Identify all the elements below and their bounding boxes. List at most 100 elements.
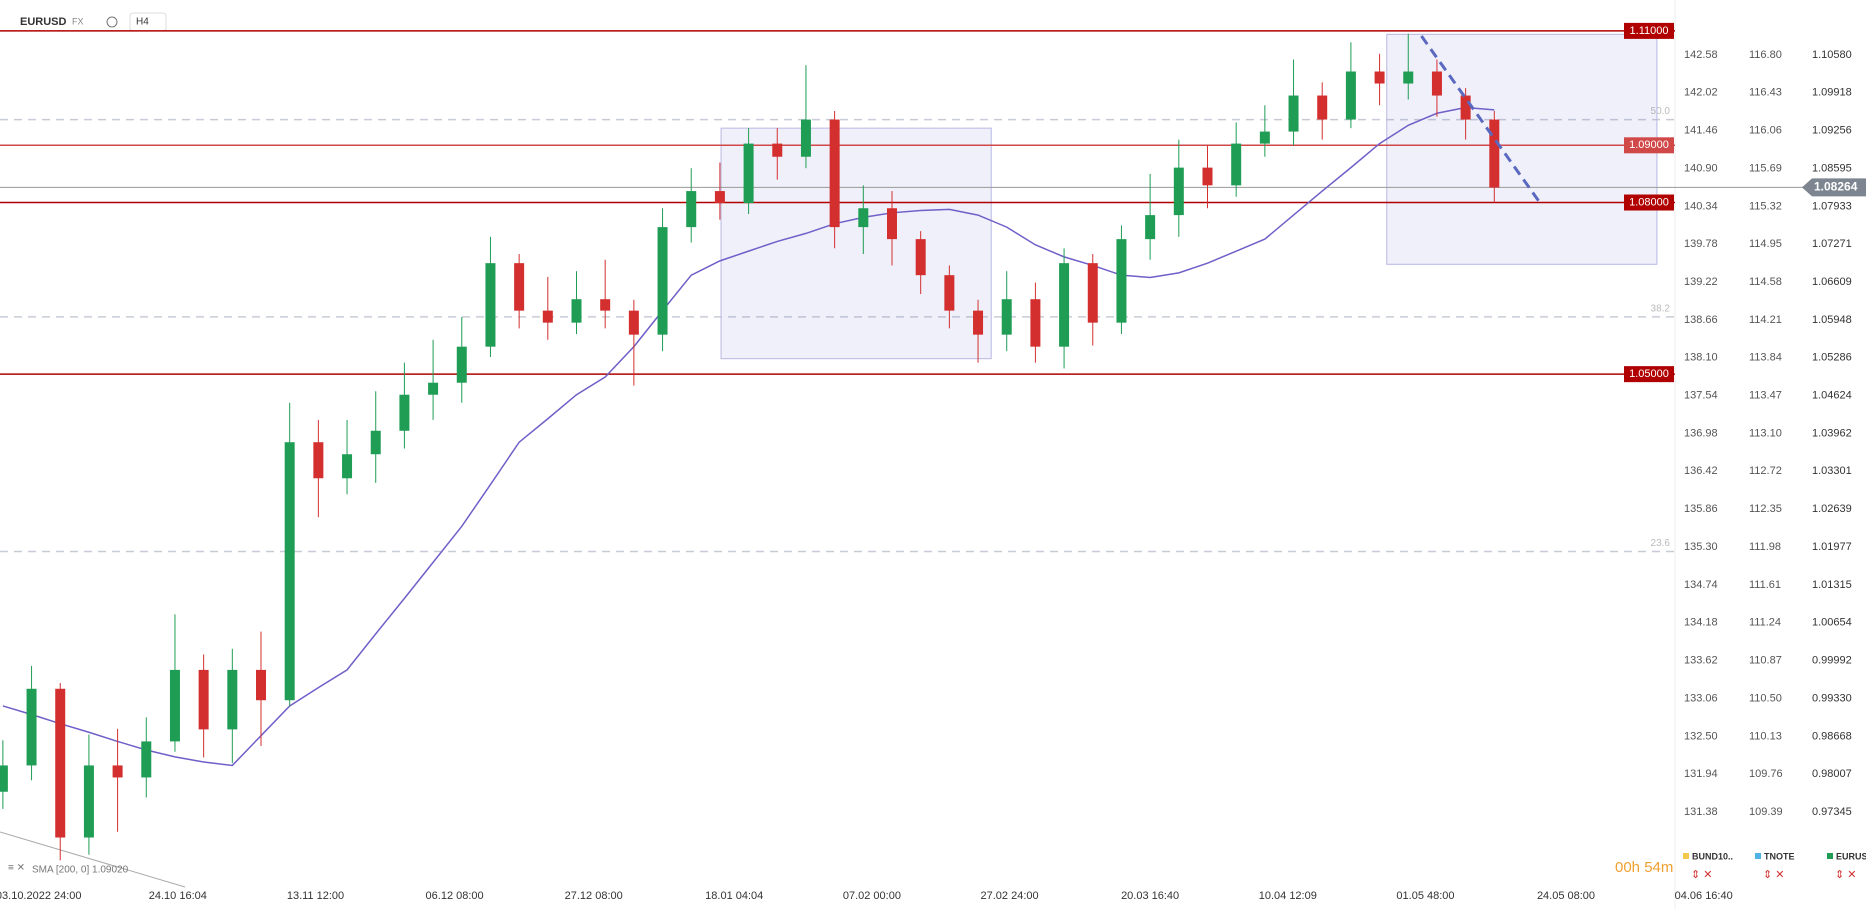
fib-label: 23.6 [1651, 538, 1671, 549]
x-tick-label: 06.12 08:00 [426, 890, 484, 902]
candle-body [1145, 215, 1156, 240]
y-tick-label: 1.01315 [1812, 579, 1852, 591]
candle-body [370, 430, 381, 455]
legend-controls: ⇕ ✕ [1835, 869, 1857, 881]
other-scale-label: 138.10 [1684, 352, 1718, 364]
timeframe[interactable]: H4 [136, 17, 149, 28]
sma-legend: SMA [200, 0] 1.09020 [32, 865, 129, 876]
candle-body [1231, 143, 1242, 186]
y-tick-label: 0.99330 [1812, 692, 1852, 704]
other-scale-label: 113.47 [1749, 390, 1782, 402]
x-tick-label: 18.01 04:04 [705, 890, 763, 902]
candle-body [1431, 71, 1442, 96]
trend-line-gray [0, 831, 186, 888]
other-scale-label: 142.02 [1684, 87, 1718, 99]
other-scale-label: 113.84 [1749, 352, 1782, 364]
candle-body [256, 669, 267, 701]
other-scale-label: 140.90 [1684, 162, 1718, 174]
candle-body [1030, 299, 1041, 347]
y-tick-label: 1.03301 [1812, 465, 1852, 477]
level-label: 1.08000 [1629, 196, 1669, 208]
y-tick-label: 0.98668 [1812, 730, 1852, 742]
other-scale-label: 138.66 [1684, 314, 1718, 326]
candle-body [1202, 167, 1213, 186]
candle-body [600, 299, 611, 311]
other-scale-label: 133.62 [1684, 655, 1718, 667]
candle-body [485, 263, 496, 347]
candle-body [342, 454, 353, 479]
other-scale-label: 135.86 [1684, 503, 1718, 515]
other-scale-label: 132.50 [1684, 730, 1718, 742]
y-tick-label: 1.07933 [1812, 200, 1852, 212]
candle-body [714, 191, 725, 204]
candle-body [112, 765, 123, 778]
candle-body [198, 669, 209, 730]
other-scale-label: 109.39 [1749, 806, 1783, 818]
other-scale-label: 116.06 [1749, 125, 1782, 137]
current-label: 1.08264 [1814, 180, 1858, 194]
y-tick-label: 0.98007 [1812, 768, 1852, 780]
info-icon[interactable] [106, 16, 118, 28]
y-tick-label: 0.97345 [1812, 806, 1852, 818]
candle-body [657, 227, 668, 335]
other-scale-label: 110.50 [1749, 692, 1782, 704]
candle-body [428, 382, 439, 395]
other-scale-label: 111.98 [1749, 541, 1781, 553]
symbol[interactable]: EURUSD [20, 16, 67, 28]
candle-body [571, 299, 582, 323]
y-tick-label: 1.08595 [1812, 162, 1852, 174]
x-tick-label: 04.06 16:40 [1675, 890, 1733, 902]
other-scale-label: 131.38 [1684, 806, 1718, 818]
candle-body [1173, 167, 1184, 216]
other-scale-label: 110.13 [1749, 730, 1782, 742]
list-icon[interactable]: ≡ ✕ [8, 863, 25, 874]
y-tick-label: 1.03962 [1812, 427, 1852, 439]
candle-body [1489, 119, 1500, 188]
candle-body [284, 442, 295, 701]
other-scale-label: 115.69 [1749, 162, 1782, 174]
candle-body [800, 119, 811, 157]
x-tick-label: 24.05 08:00 [1537, 890, 1595, 902]
other-scale-label: 114.21 [1749, 314, 1782, 326]
candle-body [1059, 263, 1070, 347]
level-label-box [1624, 366, 1674, 383]
y-tick-label: 1.07271 [1812, 238, 1852, 250]
other-scale-label: 116.80 [1749, 49, 1782, 61]
range-box [720, 127, 992, 360]
legend-label[interactable]: BUND10.. [1692, 851, 1733, 861]
x-tick-label: 07.02 00:00 [843, 890, 901, 902]
other-scale-label: 139.22 [1684, 276, 1718, 288]
legend-label[interactable]: TNOTE [1764, 851, 1795, 861]
x-tick-label: 10.04 12:09 [1259, 890, 1317, 902]
timer: 00h 54m [1615, 859, 1673, 876]
x-tick-label: 03.10.2022 24:00 [0, 890, 82, 902]
other-scale-label: 142.58 [1684, 49, 1718, 61]
other-scale-label: 133.06 [1684, 692, 1718, 704]
candle-body [829, 119, 840, 228]
other-scale-label: 113.10 [1749, 427, 1782, 439]
candle-body [55, 688, 66, 838]
trend-line [1420, 35, 1542, 204]
other-scale-label: 134.18 [1684, 617, 1718, 629]
candle-body [0, 765, 8, 792]
legend-label[interactable]: EURUSD [1836, 851, 1866, 861]
candle-body [1001, 299, 1012, 335]
level-label: 1.09000 [1629, 139, 1669, 151]
legend-controls: ⇕ ✕ [1763, 869, 1785, 881]
other-scale-label: 112.35 [1749, 503, 1782, 515]
candle-body [141, 741, 152, 778]
other-scale-label: 114.95 [1749, 238, 1782, 250]
x-tick-label: 27.02 24:00 [981, 890, 1039, 902]
candle-body [772, 143, 783, 157]
candle-body [915, 239, 926, 276]
x-tick-label: 13.11 12:00 [287, 890, 344, 902]
legend-swatch [1683, 853, 1689, 859]
other-scale-label: 136.42 [1684, 465, 1718, 477]
candle-body [1317, 95, 1328, 120]
level-label-box [1624, 194, 1674, 211]
other-scale-label: 141.46 [1684, 125, 1718, 137]
y-tick-label: 1.06609 [1812, 276, 1852, 288]
x-tick-label: 01.05 48:00 [1396, 890, 1454, 902]
